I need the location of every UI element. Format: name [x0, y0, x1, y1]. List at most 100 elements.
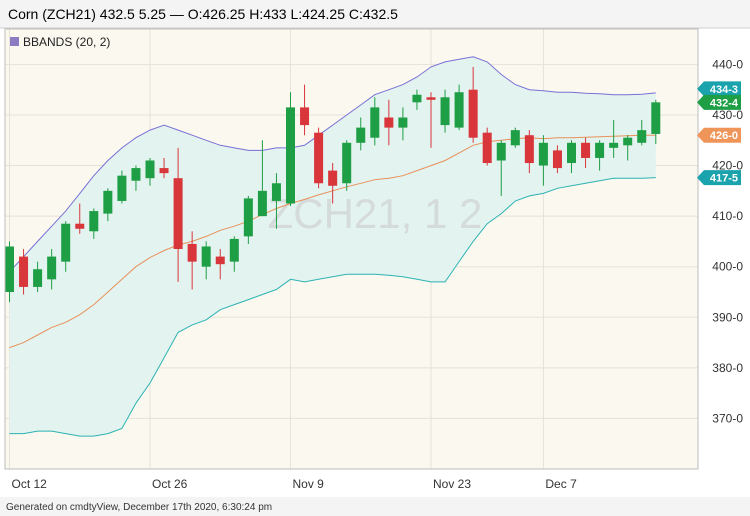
candle-body [398, 117, 408, 128]
watermark: ZCH21, 1 2 [268, 190, 483, 237]
candle[interactable] [215, 249, 225, 280]
candle-body [454, 92, 464, 128]
candle-body [510, 130, 520, 146]
candle[interactable] [398, 107, 408, 141]
candle[interactable] [243, 195, 253, 244]
candle[interactable] [201, 241, 211, 280]
candle[interactable] [145, 157, 155, 186]
candle-body [215, 256, 225, 265]
candle[interactable] [426, 92, 436, 148]
candle-body [117, 175, 127, 201]
candle[interactable] [271, 173, 281, 229]
x-tick-label: Oct 12 [12, 477, 48, 491]
price-tag: 432-4 [697, 94, 741, 110]
plot-border [4, 28, 699, 470]
price-tag-shape [697, 81, 741, 97]
candle-body [468, 89, 478, 138]
y-tick-label: 420-0 [712, 159, 743, 173]
candle[interactable] [567, 140, 576, 174]
candle[interactable] [454, 84, 464, 131]
y-tick-label: 410-0 [712, 209, 743, 223]
price-tag-label: 426-0 [710, 130, 738, 142]
candle[interactable] [524, 130, 534, 174]
candle-body [271, 183, 281, 201]
candle[interactable] [19, 249, 29, 295]
candle[interactable] [5, 241, 14, 303]
candle[interactable] [581, 137, 591, 169]
bband-lower-line [9, 177, 656, 437]
y-tick-label: 380-0 [712, 361, 743, 375]
header-bar [0, 0, 750, 28]
candle[interactable] [131, 165, 141, 191]
candle-body [159, 168, 169, 174]
x-tick-label: Nov 9 [293, 477, 325, 491]
candle[interactable] [623, 135, 633, 161]
x-axis[interactable]: Oct 12 Oct 26 Nov 9 Nov 23 Dec 7 [12, 477, 578, 491]
candle-body [595, 142, 605, 158]
candle[interactable] [412, 89, 422, 110]
candle[interactable] [286, 92, 295, 207]
candle[interactable] [75, 203, 85, 234]
candle[interactable] [33, 261, 43, 292]
candle[interactable] [510, 127, 520, 148]
price-tag-label: 434-3 [710, 84, 738, 96]
footer-bar [0, 497, 750, 516]
candle[interactable] [482, 127, 492, 166]
candle-body [538, 142, 548, 166]
candle[interactable] [552, 145, 562, 174]
candle[interactable] [440, 89, 450, 133]
candle-body [257, 190, 267, 217]
candle-body [524, 135, 534, 164]
candle-body [637, 130, 647, 143]
candle-body [187, 243, 197, 262]
candle-body [440, 97, 450, 126]
candle-body [19, 256, 29, 287]
candle[interactable] [356, 117, 366, 151]
candle[interactable] [314, 127, 324, 189]
candle[interactable] [89, 208, 99, 239]
candle-body [75, 223, 85, 229]
candle[interactable] [229, 236, 239, 272]
candle[interactable] [468, 66, 478, 143]
candle[interactable] [61, 221, 71, 272]
price-tag: 417-5 [697, 170, 741, 186]
bband-fill [9, 56, 656, 437]
candle[interactable] [342, 140, 352, 191]
candle-body [623, 137, 633, 146]
candle-body [356, 127, 366, 143]
candle[interactable] [595, 140, 605, 171]
price-tag-label: 417-5 [710, 173, 738, 185]
candle[interactable] [187, 231, 197, 290]
price-tag-shape [697, 127, 741, 143]
price-tag: 426-0 [697, 127, 741, 143]
candle[interactable] [103, 188, 113, 222]
candle-body [173, 178, 183, 249]
candle[interactable] [173, 147, 183, 282]
candle[interactable] [117, 170, 127, 204]
candle-body [384, 117, 394, 128]
candle[interactable] [609, 120, 619, 158]
candle[interactable] [47, 249, 57, 290]
candle-body [370, 107, 380, 138]
candle-body [229, 238, 239, 262]
candle[interactable] [651, 99, 661, 145]
candle[interactable] [384, 99, 394, 146]
candle-body [243, 198, 253, 237]
candle[interactable] [496, 140, 506, 196]
candle[interactable] [637, 120, 647, 146]
y-tick-label: 400-0 [712, 260, 743, 274]
candle[interactable] [300, 84, 310, 136]
candle[interactable] [370, 97, 380, 146]
y-tick-label: 390-0 [712, 310, 743, 324]
candle-body [131, 168, 141, 181]
y-tick-label: 370-0 [712, 411, 743, 425]
x-tick-label: Oct 26 [152, 477, 188, 491]
candle[interactable] [538, 135, 548, 186]
candle[interactable] [159, 157, 169, 179]
candle[interactable] [328, 163, 338, 204]
y-axis[interactable]: 370-0 380-0 390-0 400-0 410-0 420-0 430-0 440-0 [712, 57, 743, 425]
candle[interactable] [257, 140, 267, 217]
